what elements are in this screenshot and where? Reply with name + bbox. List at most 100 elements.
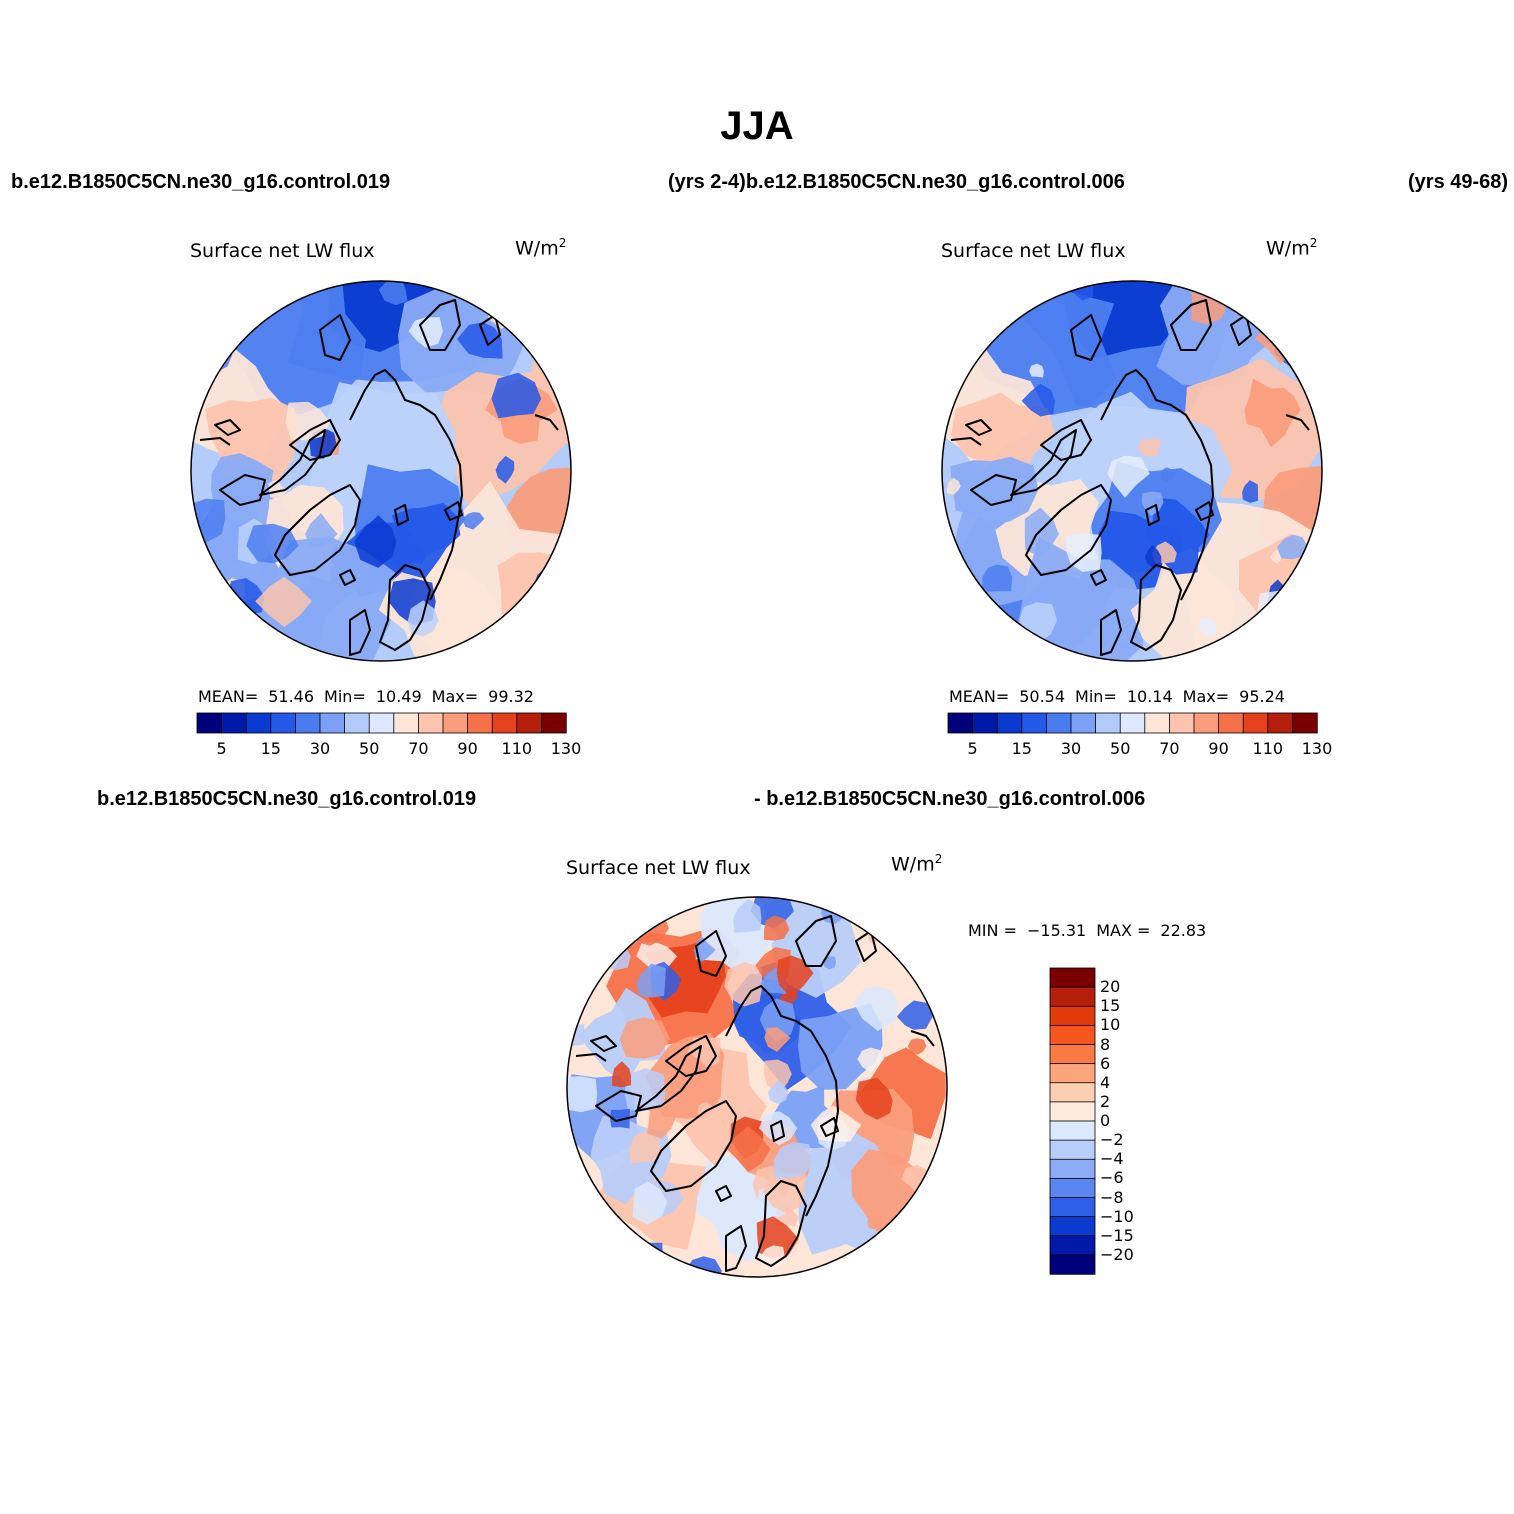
panel3-colorbar-swatch xyxy=(1049,1044,1096,1065)
panel3-max-value: 22.83 xyxy=(1160,921,1207,940)
panel1-min-label: Min= xyxy=(324,687,366,706)
panel3-colorbar-swatch xyxy=(1049,1197,1096,1218)
panel2-colorbar-ticks: 5 15 30 50 70 90 110 130 xyxy=(948,739,1333,759)
panel1-title: Surface net LW flux xyxy=(190,240,375,262)
panel3-stats: MIN = −15.31 MAX = 22.83 xyxy=(968,921,1206,940)
panel1-colorbar-swatch xyxy=(295,712,321,734)
panel3-colorbar-tick-label: −20 xyxy=(1100,1244,1134,1264)
diff-left-case-label: b.e12.B1850C5CN.ne30_g16.control.019 xyxy=(97,788,477,810)
panel1-min-value: 10.49 xyxy=(375,687,422,706)
panel3-colorbar-swatch xyxy=(1049,1216,1096,1237)
panel2-mean-value: 50.54 xyxy=(1019,687,1066,706)
panel2-colorbar-tick-label: 50 xyxy=(1110,739,1131,758)
panel1-max-value: 99.32 xyxy=(488,687,534,706)
panel1-colorbar-swatch xyxy=(417,712,444,734)
panel1-colorbar-tick-label: 30 xyxy=(309,739,331,758)
panel2-colorbar-swatch xyxy=(1095,712,1121,734)
panel3-colorbar-swatch xyxy=(1049,1177,1096,1199)
panel1-colorbar-tick-label: 90 xyxy=(457,739,478,758)
panel2-colorbar-swatch xyxy=(1291,712,1318,734)
panel2-colorbar-swatch xyxy=(1267,712,1294,734)
panel3-colorbar-swatch xyxy=(1049,1158,1096,1180)
panel3-polar-map xyxy=(566,896,948,1278)
panel1-colorbar-swatch xyxy=(540,712,567,734)
panel1-colorbar-swatch xyxy=(442,712,469,734)
panel2-colorbar-swatch xyxy=(1021,712,1048,734)
panel1-colorbar-swatch xyxy=(221,712,247,734)
panel1-mean-value: 51.46 xyxy=(268,687,315,706)
panel2-colorbar-tick-label: 5 xyxy=(967,739,978,758)
panel1-stats: MEAN= 51.46 Min= 10.49 Max= 99.32 xyxy=(198,687,534,706)
panel2-units: W/m2 xyxy=(1266,236,1318,260)
panel2-colorbar-swatch xyxy=(1218,712,1244,734)
top-left-case-label: b.e12.B1850C5CN.ne30_g16.control.019 xyxy=(11,171,391,193)
panel1-mean-label: MEAN= xyxy=(198,687,259,706)
panel3-colorbar-swatch xyxy=(1049,1024,1096,1046)
panel3-colorbar-tick-label: −6 xyxy=(1100,1168,1124,1188)
panel1-units: W/m2 xyxy=(515,236,567,260)
panel2-colorbar-swatch xyxy=(1242,712,1269,734)
panel1-colorbar-tick-label: 70 xyxy=(408,739,429,758)
panel2-colorbar xyxy=(947,712,1318,734)
panel3-colorbar-tick-label: 6 xyxy=(1100,1053,1111,1073)
panel3-colorbar-tick-label: 10 xyxy=(1100,1015,1121,1035)
panel2-min-value: 10.14 xyxy=(1126,687,1173,706)
panel1-colorbar-swatch xyxy=(491,712,518,734)
panel2-mean-label: MEAN= xyxy=(949,687,1010,706)
panel3-colorbar-tick-label: −4 xyxy=(1100,1149,1124,1169)
main-title: JJA xyxy=(720,104,794,148)
panel3-colorbar-tick-label: −8 xyxy=(1100,1187,1124,1207)
panel2-polar-map xyxy=(941,280,1323,662)
panel1-colorbar-tick-label: 50 xyxy=(359,739,380,758)
panel3-title: Surface net LW flux xyxy=(566,857,751,879)
panel3-colorbar-ticks: 20 15 10 8 6 4 2 0 −2 −4 −6 −8 −10 −15 −20 xyxy=(1100,968,1160,1274)
panel2-min-label: Min= xyxy=(1075,687,1117,706)
diff-right-case-label: - b.e12.B1850C5CN.ne30_g16.control.006 xyxy=(754,788,1146,810)
panel1-colorbar-tick-label: 130 xyxy=(550,739,582,758)
panel3-colorbar-tick-label: −10 xyxy=(1100,1206,1134,1226)
panel1-polar-map xyxy=(190,280,572,662)
panel2-colorbar-tick-label: 130 xyxy=(1301,739,1333,758)
panel1-colorbar-swatch xyxy=(368,712,395,734)
panel3-colorbar-swatch xyxy=(1049,986,1096,1007)
panel2-colorbar-swatch xyxy=(1119,712,1146,734)
panel2-colorbar-swatch xyxy=(996,712,1023,734)
panel3-colorbar-swatch xyxy=(1049,1082,1096,1103)
panel3-colorbar-swatch xyxy=(1049,1235,1096,1256)
panel1-colorbar xyxy=(196,712,567,734)
panel1-colorbar-swatch xyxy=(270,712,297,734)
panel3-colorbar-tick-label: 20 xyxy=(1100,977,1121,997)
panel2-colorbar-tick-label: 90 xyxy=(1208,739,1229,758)
panel1-colorbar-swatch xyxy=(245,712,272,734)
panel1-colorbar-swatch xyxy=(516,712,543,734)
panel2-colorbar-tick-label: 70 xyxy=(1159,739,1180,758)
panel2-max-value: 95.24 xyxy=(1239,687,1285,706)
panel2-max-label: Max= xyxy=(1182,687,1230,706)
panel1-colorbar-swatch xyxy=(319,712,346,734)
panel2-colorbar-swatch xyxy=(1046,712,1072,734)
panel1-colorbar-tick-label: 15 xyxy=(260,739,281,758)
panel3-max-label: MAX = xyxy=(1096,921,1151,940)
panel3-units: W/m2 xyxy=(891,852,943,876)
panel1-colorbar-tick-label: 110 xyxy=(501,739,533,758)
panel3-colorbar-tick-label: 0 xyxy=(1100,1111,1111,1130)
panel3-colorbar-tick-label: −15 xyxy=(1100,1225,1134,1245)
panel3-min-value: −15.31 xyxy=(1026,921,1087,940)
panel1-colorbar-swatch xyxy=(393,712,420,734)
panel3-colorbar xyxy=(1049,967,1096,1275)
panel2-title: Surface net LW flux xyxy=(941,240,1126,262)
panel2-colorbar-swatch xyxy=(1070,712,1097,734)
panel2-colorbar-tick-label: 30 xyxy=(1060,739,1082,758)
panel2-colorbar-tick-label: 110 xyxy=(1252,739,1284,758)
panel2-colorbar-swatch xyxy=(1193,712,1220,734)
panel3-colorbar-swatch xyxy=(1049,1139,1096,1160)
panel3-colorbar-swatch xyxy=(1049,967,1096,988)
panel1-colorbar-swatch xyxy=(344,712,370,734)
panel3-colorbar-tick-label: 2 xyxy=(1100,1091,1111,1111)
panel2-colorbar-tick-label: 15 xyxy=(1011,739,1032,758)
panel3-colorbar-swatch xyxy=(1049,1254,1096,1275)
panel2-colorbar-swatch xyxy=(1144,712,1171,734)
panel3-colorbar-tick-label: 8 xyxy=(1100,1034,1111,1054)
panel1-colorbar-ticks: 5 15 30 50 70 90 110 130 xyxy=(197,739,582,759)
panel3-colorbar-swatch xyxy=(1049,1063,1096,1084)
